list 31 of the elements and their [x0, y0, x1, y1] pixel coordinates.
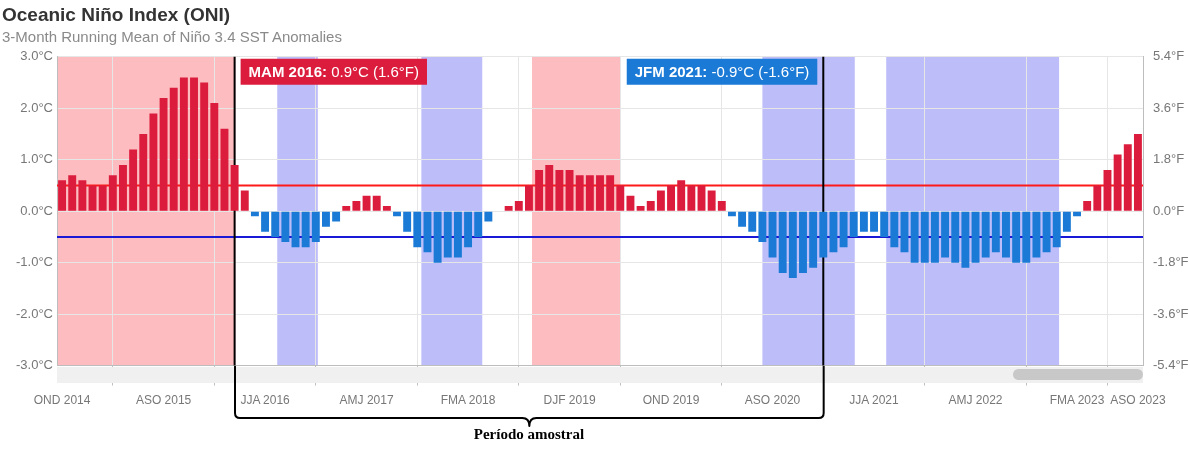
y-tick-label: 0.0°C	[20, 202, 53, 218]
y-tick-label: 1.0°C	[20, 151, 53, 167]
x-tick-label: AMJ 2022	[948, 393, 1003, 408]
x-tick-label: ASO 2020	[744, 393, 801, 408]
y-tick-label: 3.0°C	[20, 48, 53, 64]
x-tick-label: OND 2014	[33, 393, 91, 408]
x-tick-label: DJF 2019	[543, 393, 596, 408]
y-tick-label: -1.0°C	[16, 254, 53, 270]
y2-tick-label: 3.6°F	[1153, 99, 1185, 115]
x-tick-label: FMA 2018	[440, 393, 496, 408]
text: Período amostral	[473, 425, 585, 443]
x-tick-label: ASO 2023	[1110, 393, 1166, 408]
y2-tick-label: 5.4°F	[1153, 48, 1185, 64]
x-tick-label: AMJ 2017	[339, 393, 394, 408]
y-tick-label: 2.0°C	[20, 99, 53, 115]
chart-title: Oceanic Niño Index (ONI)	[2, 3, 231, 25]
x-tick-label: ASO 2015	[135, 393, 192, 408]
x-tick-label: JJA 2016	[240, 393, 291, 408]
annotation: MAM 2016: 0.9°C (1.6°F)	[248, 62, 419, 80]
y-tick-label: -2.0°C	[16, 305, 53, 321]
x-tick-label: FMA 2023	[1049, 393, 1105, 408]
annotation: JFM 2021: -0.9°C (-1.6°F)	[634, 62, 810, 80]
y2-tick-label: 1.8°F	[1153, 151, 1185, 167]
x-tick-label: JJA 2021	[849, 393, 900, 408]
x-tick-label: OND 2019	[642, 393, 700, 408]
y2-tick-label: 0.0°F	[1153, 202, 1185, 218]
y2-tick-label: -5.4°F	[1153, 357, 1189, 373]
y2-tick-label: -1.8°F	[1153, 254, 1189, 270]
y-tick-label: -3.0°C	[16, 357, 53, 373]
y2-tick-label: -3.6°F	[1153, 305, 1189, 321]
chart-subtitle: 3-Month Running Mean of Niño 3.4 SST Anomalies	[2, 27, 342, 45]
